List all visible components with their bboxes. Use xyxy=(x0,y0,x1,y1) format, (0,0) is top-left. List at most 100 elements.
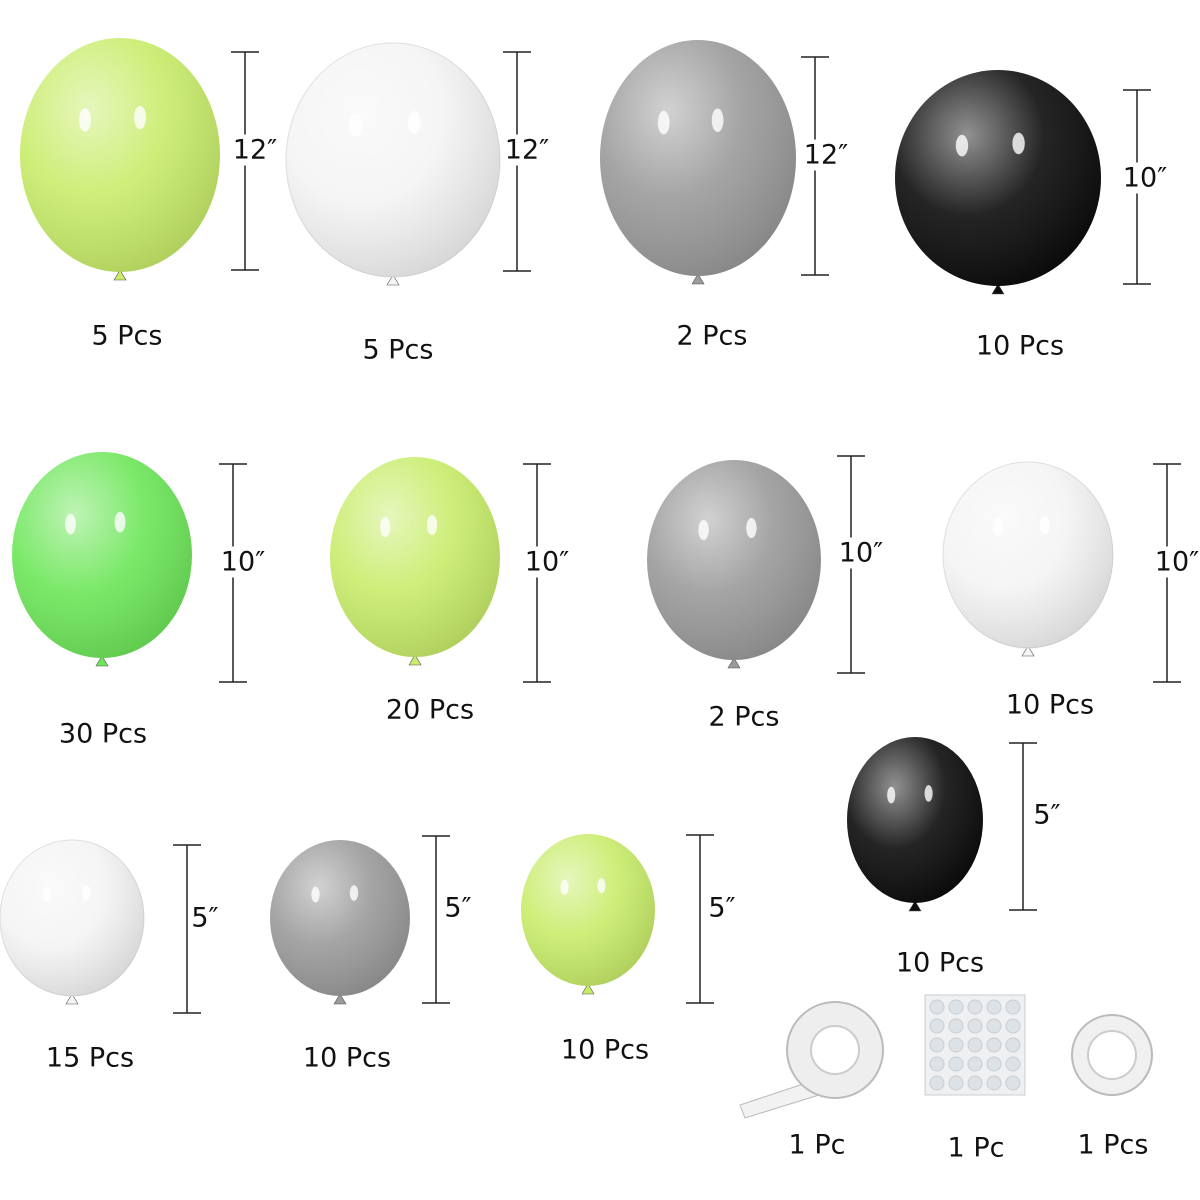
balloon-highlight xyxy=(746,518,757,538)
balloon-highlight xyxy=(1039,515,1051,535)
size-label: 12″ xyxy=(802,139,850,171)
glue-dot xyxy=(986,1037,1002,1053)
balloon-highlight xyxy=(993,517,1004,537)
balloon-knot xyxy=(65,993,79,1005)
balloon-shine xyxy=(647,460,821,660)
size-label: 10″ xyxy=(523,546,571,578)
glue-dot xyxy=(1005,1037,1021,1053)
balloon-highlight xyxy=(42,886,52,903)
balloon-highlight xyxy=(311,886,320,903)
glue-dot xyxy=(967,1075,983,1091)
balloon-knot xyxy=(908,900,922,912)
balloon-shine xyxy=(12,452,192,658)
glue-dot xyxy=(967,999,983,1015)
glue-dot xyxy=(948,1018,964,1034)
balloon-highlight xyxy=(887,786,896,804)
balloon-highlight xyxy=(597,878,606,894)
balloon-knot xyxy=(386,274,400,286)
accessory-count-label: 1 Pcs xyxy=(1077,1129,1149,1161)
balloon-highlight xyxy=(380,517,391,537)
glue-dot xyxy=(929,1037,945,1053)
count-label: 15 Pcs xyxy=(45,1042,135,1074)
balloon-shine xyxy=(943,462,1113,648)
balloon-shine xyxy=(330,457,500,657)
balloon-shine xyxy=(286,43,500,277)
size-label: 12″ xyxy=(231,134,279,166)
count-label: 5 Pcs xyxy=(91,320,163,352)
accessory-count-label: 1 Pc xyxy=(788,1129,846,1161)
balloon-highlight xyxy=(426,515,438,535)
count-label: 10 Pcs xyxy=(560,1034,650,1066)
accessory-count-label: 1 Pc xyxy=(947,1132,1005,1164)
balloon-knot xyxy=(408,654,422,666)
balloon-highlight xyxy=(349,113,362,137)
glue-dot xyxy=(967,1037,983,1053)
balloon-highlight xyxy=(1012,132,1025,155)
size-label: 5″ xyxy=(1032,799,1062,831)
glue-dot xyxy=(929,999,945,1015)
size-label: 10″ xyxy=(837,537,885,569)
ribbon-roll-core xyxy=(1087,1030,1137,1080)
balloon-highlight xyxy=(114,511,126,533)
balloon-shine xyxy=(847,737,983,903)
balloon-knot xyxy=(581,983,595,995)
size-label: 12″ xyxy=(503,134,551,166)
glue-dot xyxy=(929,1056,945,1072)
glue-dot xyxy=(948,1075,964,1091)
glue-dot xyxy=(1005,1075,1021,1091)
count-label: 2 Pcs xyxy=(708,701,780,733)
balloon-shine xyxy=(521,834,655,986)
balloon-knot xyxy=(113,269,127,281)
balloon-shine xyxy=(0,840,144,996)
count-label: 20 Pcs xyxy=(385,694,475,726)
tape-roll-core xyxy=(810,1025,860,1075)
size-label: 10″ xyxy=(1121,162,1169,194)
glue-dot xyxy=(967,1018,983,1034)
balloon-shine xyxy=(600,40,796,276)
count-label: 10 Pcs xyxy=(975,330,1065,362)
size-label: 5″ xyxy=(190,902,220,934)
count-label: 30 Pcs xyxy=(58,718,148,750)
count-label: 10 Pcs xyxy=(302,1042,392,1074)
glue-dot xyxy=(948,999,964,1015)
glue-dot xyxy=(986,1075,1002,1091)
balloon-shine xyxy=(20,38,220,272)
balloon-knot xyxy=(991,283,1005,295)
balloon-highlight xyxy=(711,108,724,133)
size-label: 5″ xyxy=(443,892,473,924)
balloon-highlight xyxy=(407,110,421,135)
size-label: 10″ xyxy=(1153,546,1200,578)
glue-dot xyxy=(967,1056,983,1072)
glue-dot xyxy=(929,1075,945,1091)
balloon-shine xyxy=(270,840,410,996)
count-label: 10 Pcs xyxy=(895,947,985,979)
balloon-highlight xyxy=(560,879,569,895)
count-label: 5 Pcs xyxy=(362,334,434,366)
balloon-knot xyxy=(1021,645,1035,657)
balloon-knot xyxy=(727,657,741,669)
balloon-knot xyxy=(333,993,347,1005)
balloon-highlight xyxy=(82,885,91,901)
glue-dot xyxy=(1005,1018,1021,1034)
balloon-highlight xyxy=(349,885,359,901)
glue-dot xyxy=(1005,999,1021,1015)
glue-dot xyxy=(948,1056,964,1072)
balloon-highlight xyxy=(924,785,933,802)
balloon-knot xyxy=(95,655,109,667)
balloon-highlight xyxy=(698,520,709,540)
balloon-knot xyxy=(691,273,705,285)
glue-dot xyxy=(948,1037,964,1053)
glue-dot xyxy=(929,1018,945,1034)
balloon-highlight xyxy=(65,513,76,535)
glue-dot xyxy=(986,999,1002,1015)
count-label: 2 Pcs xyxy=(676,320,748,352)
glue-dot xyxy=(1005,1056,1021,1072)
glue-dot xyxy=(986,1018,1002,1034)
count-label: 10 Pcs xyxy=(1005,689,1095,721)
balloon-highlight xyxy=(79,108,91,132)
glue-dot xyxy=(986,1056,1002,1072)
balloon-shine xyxy=(895,70,1101,286)
size-label: 5″ xyxy=(707,892,737,924)
